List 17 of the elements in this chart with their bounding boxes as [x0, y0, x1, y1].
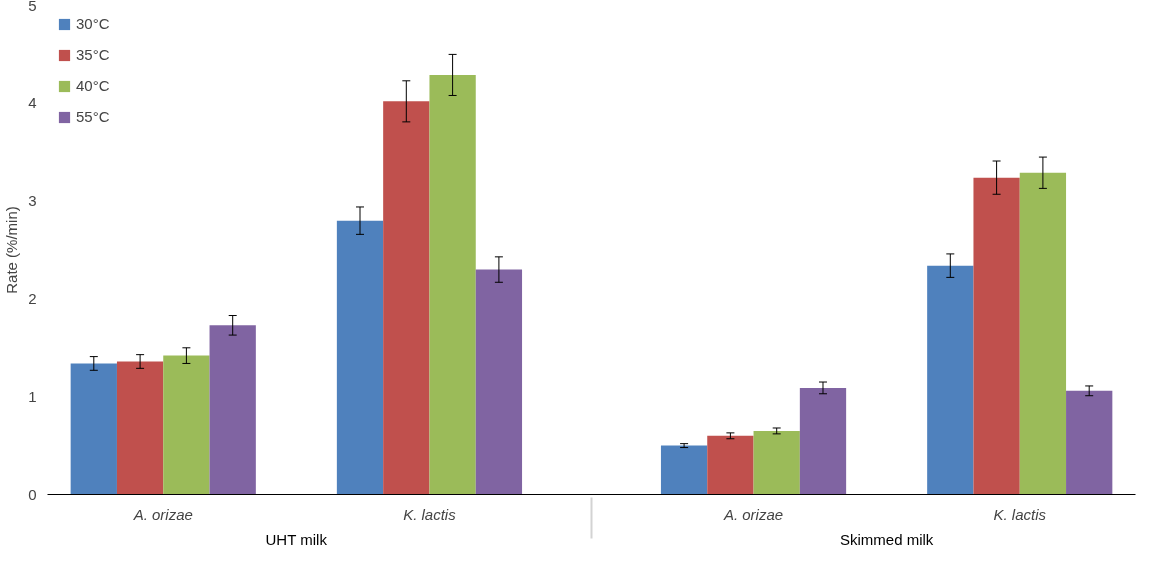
y-tick-label: 0	[28, 485, 37, 503]
legend-label: 35°C	[76, 46, 110, 63]
y-tick-label: 2	[28, 289, 37, 307]
x-tick-label: A. orizae	[722, 505, 784, 523]
y-axis-title: Rate (%/min)	[3, 206, 21, 294]
text: UHT milk	[265, 530, 328, 548]
text: Skimmed milk	[839, 530, 934, 548]
legend-label: 30°C	[76, 15, 110, 32]
y-tick-label: 1	[28, 387, 37, 405]
legend-label: 40°C	[76, 77, 110, 94]
y-tick-label: 3	[28, 192, 37, 210]
legend-label: 55°C	[76, 108, 110, 125]
y-tick-label: 4	[28, 94, 37, 112]
x-tick-label: A. orizae	[132, 505, 193, 523]
x-tick-label: K. lactis	[993, 505, 1047, 523]
x-tick-label: K. lactis	[403, 505, 457, 523]
y-tick-label: 5	[28, 0, 37, 14]
